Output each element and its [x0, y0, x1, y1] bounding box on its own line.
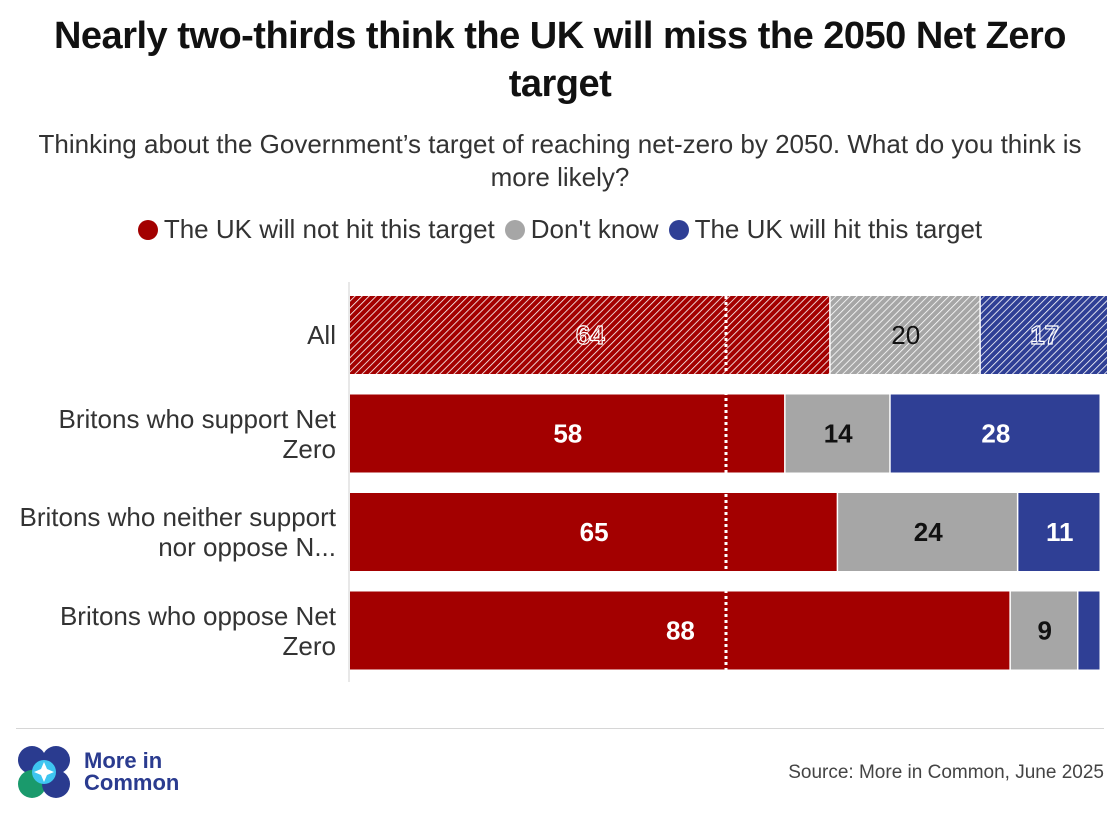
bar-hit-row-3 — [1078, 591, 1100, 670]
category-label-support: Britons who support Net Zero — [58, 403, 336, 464]
data-label-dont-know-row-0: 20 — [891, 320, 920, 350]
legend-item-hit: The UK will hit this target — [668, 214, 983, 245]
chart-subtitle: Thinking about the Government’s target o… — [38, 129, 1082, 192]
data-label-not-hit-row-3: 88 — [666, 616, 695, 646]
legend-label-not-hit: The UK will not hit this target — [163, 214, 495, 244]
bar-dont-know-row-0 — [830, 296, 980, 374]
data-label-group: 64 20 17 58 14 28 65 24 11 88 9 — [553, 319, 1074, 646]
data-label-hit-row-0: 17 — [1030, 320, 1059, 350]
category-label-all: All — [307, 320, 336, 350]
category-label-oppose: Britons who oppose Net Zero — [59, 600, 336, 661]
legend-label-hit: The UK will hit this target — [694, 214, 983, 244]
bar-not-hit-row-0 — [350, 296, 830, 374]
bar-not-hit-row-3 — [350, 591, 1010, 670]
bar-group — [350, 296, 1108, 670]
bar-dont-know-row-3 — [1010, 591, 1077, 670]
data-label-dont-know-row-2: 24 — [914, 517, 943, 547]
chart-title: Nearly two-thirds think the UK will miss… — [53, 15, 1067, 105]
bar-hit-row-1 — [890, 394, 1100, 473]
data-label-not-hit-row-1: 58 — [553, 419, 582, 449]
data-label-not-hit-row-0: 64 — [576, 320, 605, 350]
legend-swatch-hit — [668, 219, 689, 240]
data-label-dont-know-row-3: 9 — [1037, 616, 1051, 646]
footer-divider — [16, 728, 1104, 729]
legend-item-not-hit: The UK will not hit this target — [137, 214, 495, 245]
legend: The UK will not hit this target Don't kn… — [0, 214, 1120, 245]
bar-not-hit-row-1 — [350, 394, 785, 473]
logo-text-line2: Common — [84, 770, 180, 795]
more-in-common-logo: More in Common — [16, 744, 179, 800]
data-label-dont-know-row-1: 14 — [824, 419, 853, 449]
bar-hit-row-2 — [1018, 493, 1100, 571]
data-label-hit-row-1: 28 — [981, 419, 1010, 449]
logo-text: More in Common — [84, 750, 179, 794]
legend-swatch-not-hit — [137, 219, 158, 240]
logo-mark-icon — [18, 746, 70, 798]
stacked-bar-chart: 64 20 17 58 14 28 65 24 11 88 9 — [348, 282, 1108, 682]
bar-dont-know-row-1 — [785, 394, 890, 473]
legend-swatch-dont-know — [504, 219, 525, 240]
legend-label-dont-know: Don't know — [530, 214, 659, 244]
legend-item-dont-know: Don't know — [504, 214, 659, 245]
logo-text-line1: More in — [84, 748, 163, 773]
bar-dont-know-row-2 — [838, 493, 1017, 571]
source-note: Source: More in Common, June 2025 — [788, 762, 1104, 783]
data-label-not-hit-row-2: 65 — [580, 517, 609, 547]
data-label-hit-row-2: 11 — [1046, 517, 1074, 547]
bar-hit-row-0 — [980, 296, 1108, 374]
bar-not-hit-row-2 — [350, 493, 837, 571]
category-label-neither: Britons who neither support nor oppose N… — [19, 502, 336, 562]
